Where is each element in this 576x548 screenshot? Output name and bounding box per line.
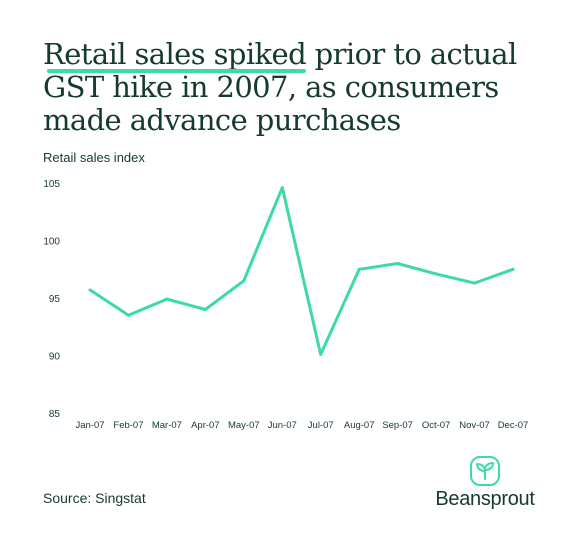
x-tick-label: Apr-07 [191,420,220,431]
source-note: Source: Singstat [43,490,146,506]
x-tick-label: Dec-07 [498,420,529,431]
data-point [511,267,515,271]
data-point [126,313,130,317]
x-tick-label: Sep-07 [382,420,413,431]
x-tick-label: Jun-07 [268,420,297,431]
data-point [473,281,477,285]
y-axis-label: Retail sales index [43,150,145,165]
series-line [88,186,515,356]
y-tick-label: 85 [49,409,61,420]
data-point [280,186,284,190]
x-tick-label: Feb-07 [113,420,143,431]
sprout-icon [470,456,500,486]
brand-name: Beansprout [435,488,535,510]
x-tick-label: Mar-07 [152,420,182,431]
data-point [434,272,438,276]
chart-title: Retail sales spiked prior to actual GST … [43,38,553,137]
data-point [319,352,323,356]
y-tick-label: 100 [43,237,60,248]
title-highlight: Retail sales spiked [43,37,307,73]
data-point [242,279,246,283]
data-point [396,262,400,265]
title-rest: prior to actual GST hike in 2007, as con… [43,37,517,137]
x-tick-label: May-07 [228,420,260,431]
x-tick-label: Oct-07 [422,420,451,431]
y-tick-label: 95 [49,294,61,305]
x-tick-label: Jul-07 [308,420,334,431]
data-point [165,297,169,301]
x-tick-label: Aug-07 [344,420,375,431]
y-tick-label: 105 [43,179,60,190]
y-tick-label: 90 [49,352,61,363]
data-point [88,288,92,292]
x-tick-label: Nov-07 [459,420,490,431]
x-tick-label: Jan-07 [75,420,104,431]
data-point [357,267,361,271]
data-point [203,308,207,311]
brand-logo: Beansprout [430,456,540,511]
